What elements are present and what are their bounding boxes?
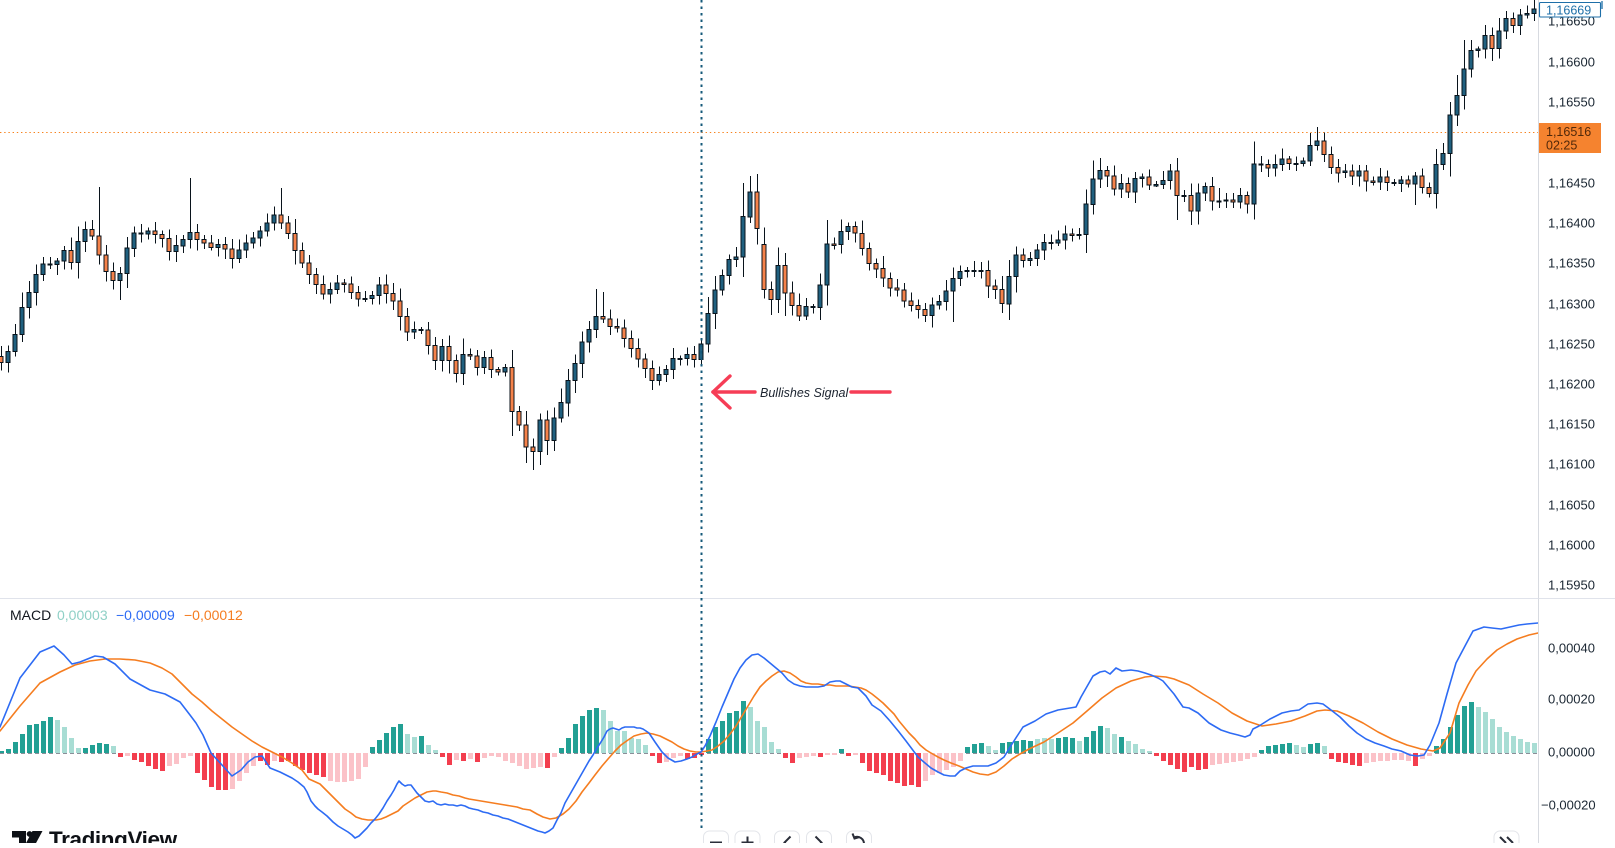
svg-text:1,16300: 1,16300 [1548,297,1595,312]
svg-text:1,16669: 1,16669 [1546,4,1591,18]
svg-text:1,16050: 1,16050 [1548,498,1595,513]
svg-text:0,00000: 0,00000 [1548,745,1595,760]
svg-text:TradingView: TradingView [49,827,178,843]
svg-text:1,16350: 1,16350 [1548,256,1595,271]
svg-text:1,16450: 1,16450 [1548,176,1595,191]
svg-text:1,16600: 1,16600 [1548,55,1595,70]
svg-text:1,16250: 1,16250 [1548,337,1595,352]
svg-text:0,00020: 0,00020 [1548,692,1595,707]
svg-text:1,16200: 1,16200 [1548,377,1595,392]
svg-text:02:25: 02:25 [1546,139,1577,153]
svg-text:Bullishes Signal: Bullishes Signal [760,386,849,400]
svg-text:1,16400: 1,16400 [1548,216,1595,231]
svg-text:0,00040: 0,00040 [1548,641,1595,656]
svg-text:1,16550: 1,16550 [1548,95,1595,110]
svg-text:1,16516: 1,16516 [1546,125,1591,139]
svg-text:1,16000: 1,16000 [1548,538,1595,553]
svg-text:−0,00020: −0,00020 [1541,798,1596,813]
svg-text:1,15950: 1,15950 [1548,578,1595,593]
svg-text:1,16100: 1,16100 [1548,457,1595,472]
svg-text:0,00003: 0,00003 [57,607,108,623]
svg-text:MACD: MACD [10,607,51,623]
svg-text:−0,00012: −0,00012 [184,607,243,623]
svg-text:−0,00009: −0,00009 [116,607,175,623]
svg-text:1,16150: 1,16150 [1548,417,1595,432]
